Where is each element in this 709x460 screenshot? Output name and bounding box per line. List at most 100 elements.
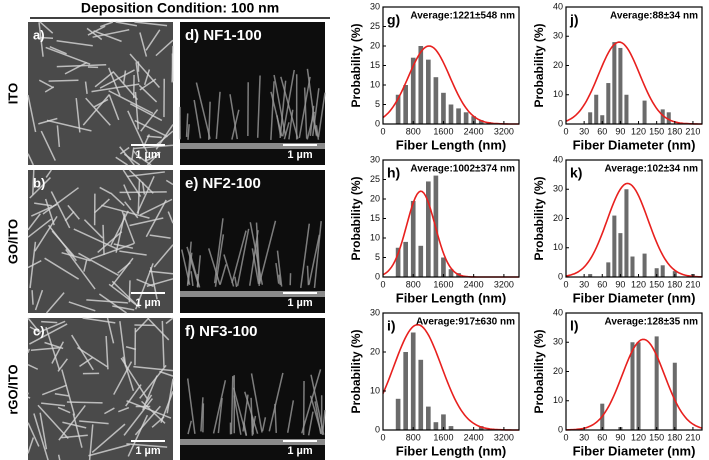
fiber (27, 396, 31, 399)
fiber (68, 301, 96, 312)
fiber (135, 62, 140, 83)
fiber (119, 146, 130, 155)
fiber (288, 109, 294, 140)
x-tick-label: 1600 (433, 126, 453, 136)
fiber (92, 28, 130, 38)
bar (630, 342, 635, 430)
fiber (125, 384, 142, 407)
fiber (32, 169, 35, 195)
fiber (122, 70, 127, 84)
bar (433, 77, 439, 124)
fiber (110, 192, 125, 207)
fiber (300, 223, 311, 288)
fiber (48, 79, 79, 82)
x-tick-label: 2400 (464, 432, 484, 442)
bar (642, 100, 647, 124)
panel-label: f) NF3-100 (185, 323, 258, 340)
bar (448, 269, 454, 277)
x-tick-label: 150 (649, 126, 664, 136)
fiber (108, 94, 120, 121)
bar (410, 200, 416, 277)
fiber (207, 248, 221, 285)
fiber (229, 94, 239, 140)
bar (426, 59, 431, 124)
fiber (27, 437, 35, 454)
fiber (115, 213, 126, 253)
fit-curve (565, 182, 703, 278)
y-tick-label: 20 (553, 366, 563, 376)
fiber (317, 92, 326, 138)
fiber (71, 334, 94, 371)
fiber (29, 177, 51, 199)
fiber (27, 94, 37, 133)
bar (471, 116, 476, 124)
bar (478, 426, 484, 430)
y-tick-label: 0 (558, 118, 563, 128)
fiber (145, 199, 167, 238)
fiber (249, 222, 264, 285)
fiber (153, 244, 174, 268)
fiber (58, 404, 86, 441)
panel-label: e) NF2-100 (185, 175, 261, 192)
fiber (61, 251, 91, 262)
fiber (190, 271, 194, 287)
x-tick-label: 3200 (494, 432, 514, 442)
bar (403, 241, 408, 277)
annotation: Average:1221±548 nm (410, 11, 515, 22)
fiber (193, 99, 202, 139)
row-label: rGO/ITO (5, 364, 20, 414)
fiber (270, 91, 283, 137)
bar (600, 115, 605, 124)
fiber (44, 86, 55, 93)
x-tick-label: 800 (406, 279, 421, 289)
fiber (143, 69, 151, 86)
fiber (75, 97, 81, 133)
y-axis-label: Probability (%) (532, 23, 546, 107)
fiber (39, 36, 54, 40)
fiber (29, 326, 41, 333)
x-tick-label: 120 (631, 279, 646, 289)
fiber (313, 221, 322, 289)
bar (410, 57, 416, 125)
fiber (101, 204, 150, 219)
fiber (165, 179, 174, 186)
y-tick-label: 10 (370, 232, 380, 242)
fiber (65, 249, 96, 290)
bar (403, 352, 408, 430)
fiber (321, 410, 326, 436)
fiber (50, 191, 71, 229)
fiber (34, 202, 52, 207)
fiber (231, 230, 247, 284)
fiber (40, 130, 56, 161)
fiber (161, 320, 165, 368)
fiber (98, 293, 127, 314)
fiber (261, 417, 267, 432)
fiber (230, 376, 234, 435)
fiber (146, 135, 162, 139)
fiber (256, 75, 261, 138)
fiber (86, 299, 129, 304)
fiber (149, 270, 174, 275)
fiber (286, 400, 295, 433)
bar (654, 268, 659, 277)
fiber (258, 220, 277, 284)
panel-label: k) (570, 165, 582, 181)
fiber (83, 219, 104, 239)
fiber (39, 320, 66, 333)
x-tick-label: 60 (597, 432, 607, 442)
fiber (41, 320, 58, 324)
fiber (207, 101, 211, 140)
fiber (233, 395, 242, 435)
x-axis-label: Fiber Length (nm) (396, 137, 507, 152)
fiber (129, 53, 161, 88)
bar (395, 398, 401, 430)
fiber (189, 254, 201, 288)
fiber (34, 216, 58, 252)
fiber (56, 125, 61, 147)
fiber (117, 262, 131, 274)
fiber (29, 323, 68, 345)
panel-label: d) NF1-100 (185, 27, 262, 44)
fiber (234, 276, 238, 288)
y-axis-label: Probability (%) (532, 329, 546, 413)
fiber (119, 146, 135, 166)
